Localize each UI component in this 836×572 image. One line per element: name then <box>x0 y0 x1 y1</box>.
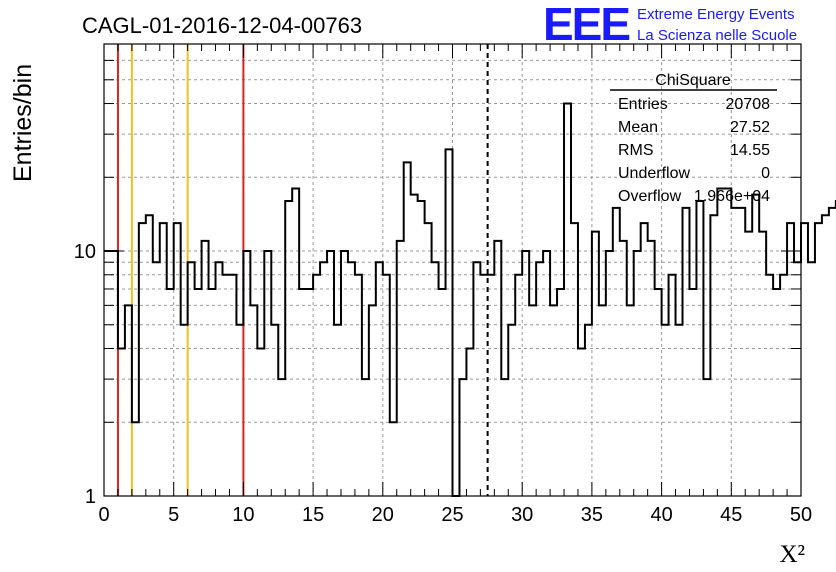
logo-mark: EEE <box>543 0 629 50</box>
histogram-series <box>104 102 836 497</box>
stats-label-rms: RMS <box>618 142 654 159</box>
logo-line-1: Extreme Energy Events <box>637 6 795 23</box>
stats-value-rms: 14.55 <box>730 142 770 159</box>
x-tick-label: 35 <box>581 504 603 526</box>
x-axis-label: X² <box>779 541 805 568</box>
y-tick-label: 1 <box>85 486 96 508</box>
y-tick-label: 10 <box>74 241 96 263</box>
x-tick-label: 25 <box>441 504 463 526</box>
x-tick-label: 45 <box>720 504 742 526</box>
x-tick-label: 20 <box>372 504 394 526</box>
stats-value-underflow: 0 <box>761 165 770 182</box>
stats-value-overflow: 1.966e+04 <box>694 188 770 205</box>
axis-ticks: 0 5 10 15 20 25 30 35 40 45 50 1 10 <box>74 43 812 526</box>
stats-label-overflow: Overflow <box>618 188 682 205</box>
x-tick-label: 5 <box>168 504 179 526</box>
x-tick-label: 50 <box>790 504 812 526</box>
x-tick-label: 40 <box>650 504 672 526</box>
stats-title: ChiSquare <box>655 72 731 89</box>
stats-label-entries: Entries <box>618 96 668 113</box>
stats-value-entries: 20708 <box>726 96 771 113</box>
x-tick-label: 30 <box>511 504 533 526</box>
x-tick-label: 0 <box>98 504 109 526</box>
chart-title: CAGL-01-2016-12-04-00763 <box>82 13 362 38</box>
stats-value-mean: 27.52 <box>730 119 770 136</box>
stats-box: ChiSquare Entries 20708 Mean 27.52 RMS 1… <box>610 72 777 205</box>
x-tick-label: 15 <box>302 504 324 526</box>
logo-line-2: La Scienza nelle Scuole <box>637 27 797 44</box>
logo: EEE Extreme Energy Events La Scienza nel… <box>543 0 797 50</box>
stats-label-underflow: Underflow <box>618 165 690 182</box>
x-tick-label: 10 <box>232 504 254 526</box>
y-axis-label: Entries/bin <box>9 64 37 182</box>
stats-label-mean: Mean <box>618 119 658 136</box>
